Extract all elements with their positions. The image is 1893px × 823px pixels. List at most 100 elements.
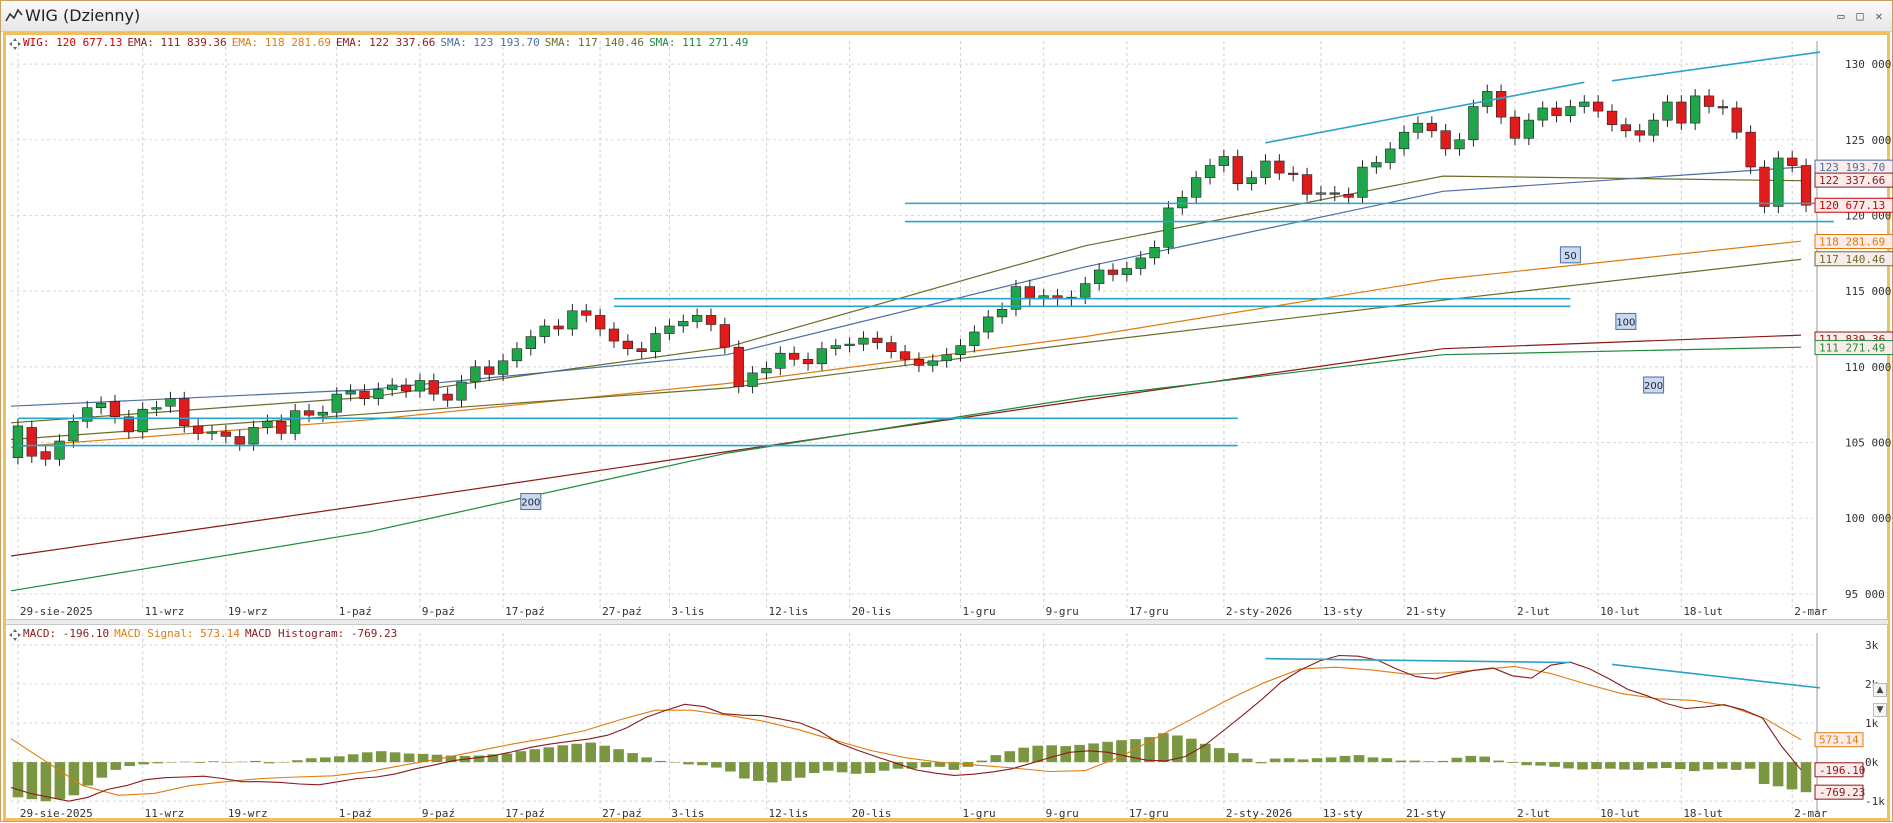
last-value-text: 118 281.69 [1819,235,1885,248]
macd-histogram-bar [599,745,610,763]
candle-down [594,315,606,330]
macd-histogram-bar [1772,762,1784,787]
candle-up [650,333,661,353]
candle-down [553,325,564,330]
macd-histogram-bar [864,762,876,773]
price-x-label: 18-lut [1683,605,1723,618]
macd-histogram-bar [222,762,233,763]
candle-down [428,380,439,395]
candle-up [95,402,107,409]
macd-histogram-bar [431,754,443,763]
candle-down [1800,165,1812,206]
macd-histogram-bar [152,762,163,764]
candle-up [151,407,162,410]
candle-down [123,416,134,433]
macd-histogram-bar [543,747,555,763]
pane-separator[interactable] [6,619,1888,625]
candle-down [1606,110,1618,125]
macd-histogram-bar [82,762,94,786]
macd-histogram-bar [1479,756,1490,763]
macd-histogram-bar [1046,745,1057,763]
candle-down [1593,101,1604,112]
macd-histogram-bar [1311,758,1323,763]
macd-histogram-bar [1423,761,1435,763]
macd-histogram-bar [529,749,541,763]
price-legend-item: SMA: 123 193.70 [440,36,540,49]
candle-down [40,451,51,460]
macd-histogram-bar [1158,733,1169,763]
price-x-label: 2-mar [1794,605,1827,618]
macd-histogram-bar [1535,762,1546,766]
macd-histogram-bar [627,753,638,763]
macd-histogram-bar [1675,762,1686,770]
price-legend: WIG: 120 677.13 EMA: 111 839.36 EMA: 118 2… [23,36,753,49]
candle-down [1232,156,1243,185]
macd-tick-label: 3k [1865,639,1879,652]
macd-histogram-bar [990,755,1002,763]
candle-down [1703,95,1715,107]
move-pane-icon[interactable] [9,38,21,50]
candle-up [1565,106,1576,116]
macd-histogram-bar [264,762,275,764]
macd-histogram-bar [278,762,289,763]
candle-up [1385,148,1396,163]
candle-down [581,310,592,316]
ma-marker-label: 200 [1644,381,1663,392]
candle-down [1426,122,1437,132]
scroll-up-button[interactable]: ▲ [1873,683,1887,697]
candle-up [345,390,356,395]
macd-histogram-bar [487,754,499,763]
macd-tick-label: 1k [1865,717,1879,730]
macd-histogram-bar [613,749,624,763]
candle-down [913,358,925,366]
macd-histogram-bar [236,761,247,763]
macd-histogram-bar [124,762,135,766]
candle-down [1107,269,1119,275]
macd-histogram-bar [1172,735,1183,763]
macd-histogram-bar [1144,737,1155,763]
price-tick-label: 110 000 [1845,361,1891,374]
candle-up [955,345,966,356]
macd-histogram-bar [1297,759,1309,763]
candle-up [1246,177,1257,185]
candle-up [248,427,259,445]
maximize-button[interactable]: □ [1856,9,1864,23]
price-tick-label: 130 000 [1845,58,1891,71]
macd-histogram-bar [180,761,191,763]
macd-histogram-bar [585,742,596,763]
macd-histogram-bar [808,762,820,773]
minimize-button[interactable]: ▭ [1837,9,1845,23]
macd-histogram-bar [1339,755,1351,763]
macd-trend-line [1611,663,1821,689]
candle-down [193,425,204,434]
macd-histogram-bar [1241,758,1253,763]
macd-histogram-bar [40,762,52,802]
price-tick-label: 105 000 [1845,437,1891,450]
candle-up [1163,207,1174,248]
last-value-tag [1814,233,1893,249]
price-x-label: 9-paź [422,605,455,618]
price-x-label: 1-paź [339,605,372,618]
macd-x-label: 17-paź [505,807,545,820]
scroll-down-button[interactable]: ▼ [1873,703,1887,717]
macd-histogram-bar [655,760,666,763]
macd-histogram-bar [1060,746,1071,763]
price-legend-item: EMA: 122 337.66 [336,36,436,49]
candle-up [1371,162,1382,168]
macd-histogram-bar [1647,762,1658,769]
macd-histogram-bar [417,753,429,763]
close-button[interactable]: ✕ [1875,9,1883,23]
candle-down [1509,116,1521,139]
candle-down [1301,174,1313,195]
move-macd-pane-icon[interactable] [9,629,21,641]
price-legend-item: SMA: 117 140.46 [544,36,645,49]
candle-up [165,398,176,407]
candle-up [664,325,675,334]
title-bar[interactable]: WIG (Dzienny) ▭ □ ✕ [1,1,1892,32]
candle-up [1094,269,1105,284]
candle-up [497,360,509,375]
candle-up [331,393,342,413]
macd-histogram-bar [669,762,680,763]
candle-up [691,315,703,322]
